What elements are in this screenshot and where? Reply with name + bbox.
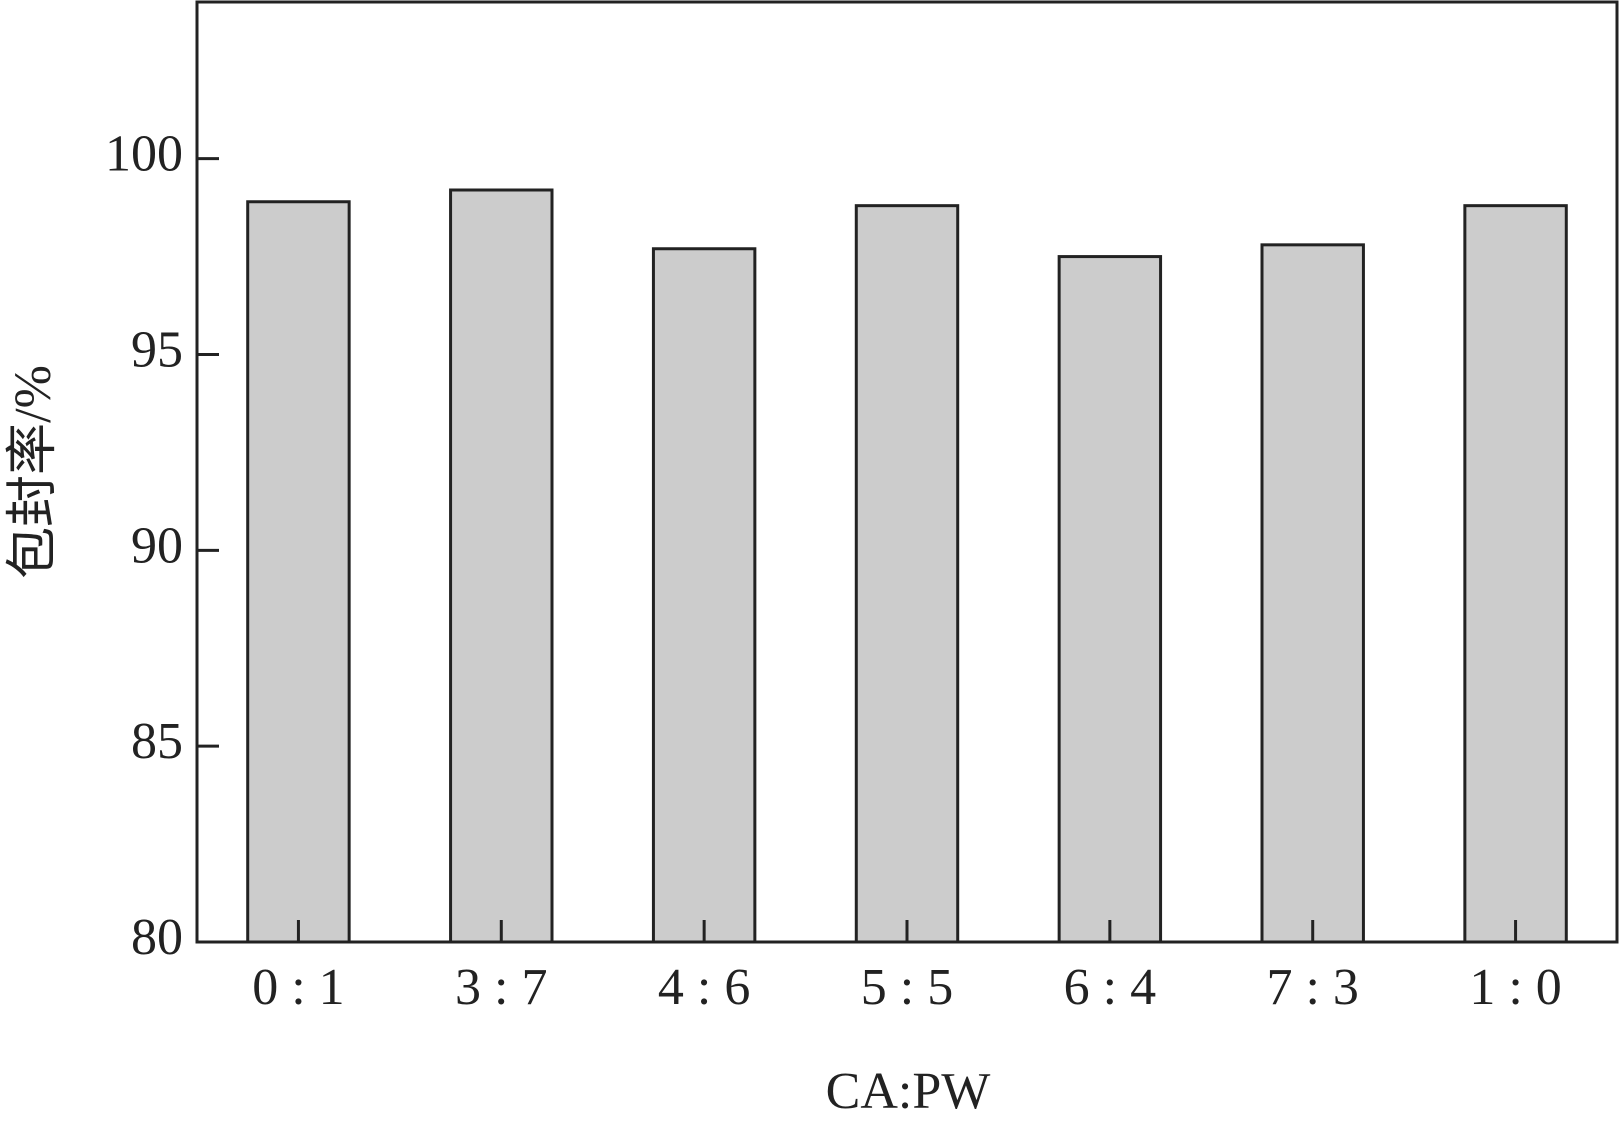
bar (854, 204, 960, 944)
y-tick-label: 80 (131, 909, 183, 966)
y-axis-label: 包封率/% (5, 365, 62, 579)
bar (449, 188, 554, 944)
x-tick-label: 6 : 4 (1064, 959, 1156, 1016)
x-tick-label: 5 : 5 (861, 959, 953, 1016)
y-tick-label: 100 (105, 126, 183, 183)
bar (246, 200, 351, 944)
x-tick-label: 7 : 3 (1266, 959, 1358, 1016)
y-tick-label: 95 (131, 321, 183, 378)
y-tick-label: 85 (131, 713, 183, 770)
bar (1463, 204, 1568, 944)
x-tick-label: 0 : 1 (252, 959, 344, 1016)
y-tick-label: 90 (131, 517, 183, 574)
x-tick-label: 1 : 0 (1469, 959, 1561, 1016)
x-tick-label: 3 : 7 (455, 959, 547, 1016)
bar (1260, 243, 1365, 944)
x-axis-label: CA:PW (826, 1063, 991, 1120)
x-tick-label: 4 : 6 (658, 959, 750, 1016)
bar (651, 247, 757, 944)
bar (1057, 255, 1163, 944)
plot-frame (195, 0, 1619, 944)
